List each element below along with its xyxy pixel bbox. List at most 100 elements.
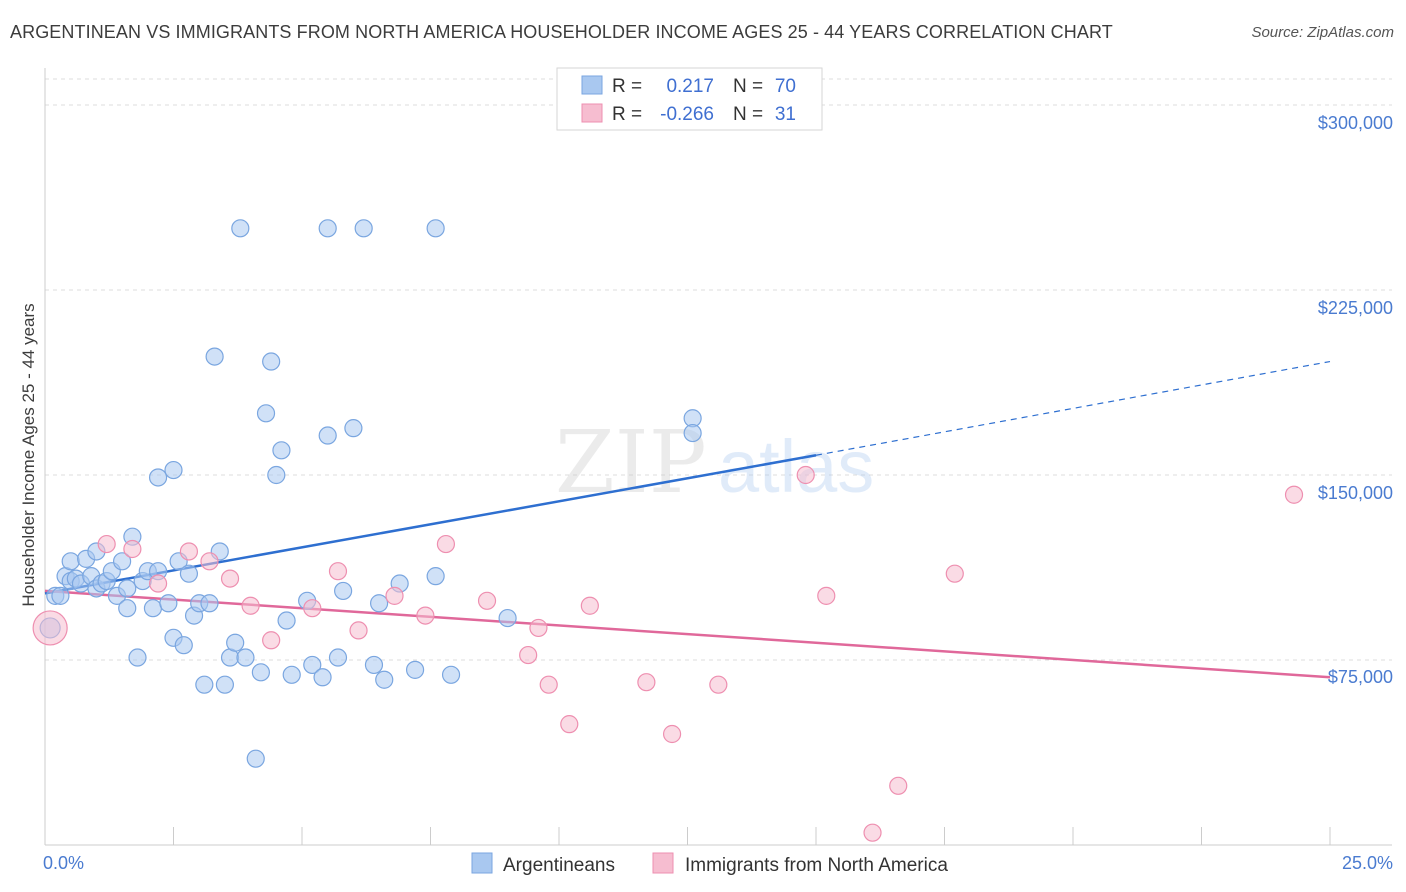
point-argentineans-54 [318, 426, 337, 445]
point-argentineans-2 [51, 586, 70, 605]
legend-n-label-2: N = [733, 104, 763, 125]
point-argentineans-48 [272, 441, 291, 460]
trend-line-argentineans [44, 454, 817, 595]
point-immigrants-15 [477, 591, 497, 610]
x-tick-label-0: 0.0% [43, 853, 84, 873]
point-argentineans-38 [215, 675, 234, 694]
x-ticks [173, 827, 1331, 845]
legend-r-label-1: R = [612, 76, 642, 97]
point-argentineans-40 [226, 633, 245, 652]
point-argentineans-20 [128, 648, 147, 667]
point-immigrants-20 [580, 596, 599, 615]
point-immigrants-28 [945, 564, 964, 583]
series-immigrants-points [32, 465, 1304, 842]
axes [44, 68, 1392, 846]
x-tick-label-1: 25.0% [1342, 853, 1393, 873]
point-immigrants-19 [560, 715, 579, 734]
point-argentineans-35 [200, 594, 219, 613]
point-argentineans-55 [318, 219, 337, 238]
point-argentineans-52 [303, 655, 322, 675]
point-argentineans-16 [112, 552, 132, 571]
legend-n-value-2: 31 [775, 104, 796, 125]
legend-r-value-2: -0.266 [660, 104, 714, 125]
point-argentineans-25 [148, 468, 168, 487]
point-argentineans-44 [251, 663, 270, 682]
point-argentineans-56 [328, 648, 348, 667]
point-argentineans-43 [246, 749, 265, 768]
point-immigrants-3 [148, 574, 168, 593]
point-immigrants-8 [262, 631, 281, 650]
point-immigrants-9 [303, 599, 322, 618]
point-argentineans-27 [164, 460, 183, 480]
point-immigrants-14 [436, 534, 456, 554]
point-argentineans-60 [364, 655, 384, 675]
point-argentineans-17 [118, 599, 137, 618]
point-immigrants-24 [796, 465, 815, 485]
point-immigrants-12 [385, 586, 404, 605]
y-tick-label-2: $225,000 [1318, 298, 1393, 318]
point-immigrants-23 [709, 675, 728, 694]
point-immigrants-18 [539, 675, 558, 694]
point-immigrants-21 [637, 673, 656, 692]
point-argentineans-45 [256, 404, 276, 423]
point-immigrants-17 [529, 618, 548, 638]
legend-swatch-blue [581, 75, 603, 95]
source-credit: Source: ZipAtlas.com [1251, 24, 1394, 41]
point-argentineans-31 [179, 564, 199, 583]
point-immigrants-2 [123, 539, 142, 559]
bottom-legend: Argentineans Immigrants from North Ameri… [471, 852, 948, 876]
y-tick-label-0: $75,000 [1328, 667, 1393, 687]
legend-r-label-2: R = [612, 104, 642, 125]
point-immigrants-11 [349, 621, 368, 640]
point-argentineans-62 [375, 670, 394, 689]
point-immigrants-22 [662, 724, 682, 744]
point-argentineans-23 [143, 599, 163, 618]
point-argentineans-66 [426, 567, 445, 586]
legend-r-value-1: 0.217 [666, 76, 714, 97]
y-tick-label-3: $300,000 [1318, 113, 1393, 133]
y-axis-label: Householder Income Ages 25 - 44 years [19, 303, 38, 606]
legend: R = 0.217 N = 70 R = -0.266 N = 31 [556, 67, 823, 131]
point-argentineans-36 [205, 347, 224, 366]
point-argentineans-59 [354, 219, 373, 238]
point-immigrants-10 [328, 562, 348, 581]
bottom-legend-swatch-blue [471, 852, 493, 874]
y-tick-labels: $75,000 $150,000 $225,000 $300,000 [1318, 113, 1393, 687]
point-argentineans-34 [195, 675, 214, 694]
watermark: ZIP atlas [555, 413, 874, 513]
bottom-legend-argentineans: Argentineans [503, 855, 615, 876]
series-argentineans-points [39, 219, 702, 768]
chart-title: ARGENTINEAN VS IMMIGRANTS FROM NORTH AME… [10, 22, 1113, 42]
point-immigrants-29 [1284, 485, 1304, 504]
point-argentineans-26 [159, 594, 178, 613]
point-immigrants-0 [32, 610, 68, 646]
grid-lines [45, 78, 1392, 661]
legend-swatch-pink [581, 103, 603, 123]
x-tick-labels: 0.0% 25.0% [43, 853, 1393, 873]
point-immigrants-1 [97, 534, 116, 554]
point-argentineans-50 [282, 665, 301, 684]
point-argentineans-18 [118, 579, 137, 598]
point-immigrants-4 [179, 542, 199, 561]
bottom-legend-swatch-pink [652, 852, 674, 874]
point-immigrants-27 [889, 776, 908, 795]
point-argentineans-64 [405, 660, 425, 679]
y-tick-label-1: $150,000 [1318, 483, 1393, 503]
point-immigrants-26 [863, 823, 882, 842]
trend-lines [44, 360, 1331, 679]
point-immigrants-7 [241, 596, 260, 615]
point-immigrants-6 [220, 569, 240, 588]
bottom-legend-immigrants: Immigrants from North America [685, 855, 948, 876]
trend-line-argentineans-extension [815, 360, 1331, 456]
point-immigrants-5 [200, 552, 219, 571]
point-argentineans-70 [683, 423, 702, 443]
point-argentineans-67 [441, 665, 461, 684]
point-argentineans-58 [344, 419, 363, 438]
point-immigrants-13 [416, 606, 435, 625]
point-immigrants-16 [519, 645, 538, 665]
point-argentineans-68 [498, 608, 517, 628]
point-argentineans-42 [236, 648, 255, 667]
point-argentineans-30 [174, 636, 193, 655]
legend-n-label-1: N = [733, 76, 763, 97]
